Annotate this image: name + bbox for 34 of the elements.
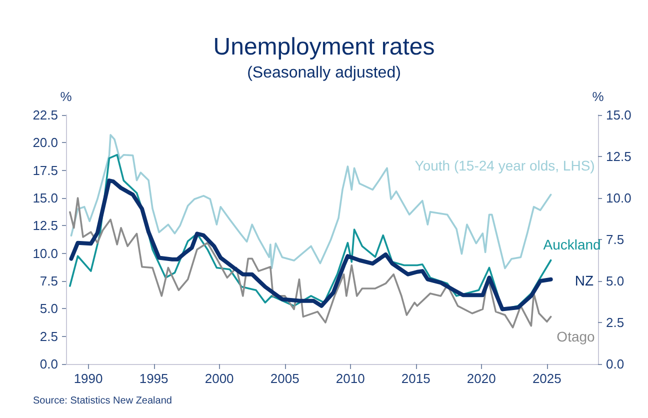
y-tick-label: 10.0 — [32, 246, 58, 261]
y-tick-label: 2.5 — [40, 328, 58, 344]
y-tick-label: 22.5 — [32, 108, 58, 122]
x-tick-label: 2025 — [532, 371, 562, 386]
y2-tick-label: 12.5 — [606, 149, 632, 164]
x-tick-label: 2000 — [204, 371, 234, 386]
y-tick-label: 20.0 — [32, 135, 58, 150]
y-tick-label: 12.5 — [32, 218, 58, 234]
x-tick-label: 1990 — [74, 371, 103, 386]
y-axis-title: % — [60, 89, 72, 104]
source-note: Source: Statistics New Zealand — [33, 396, 172, 406]
y-tick-label: 17.5 — [32, 162, 58, 178]
y2-tick-label: 7.5 — [606, 232, 624, 247]
chart-title: Unemployment rates — [213, 34, 435, 60]
y-tick-label: 5.0 — [40, 301, 58, 316]
y2-tick-label: 5.0 — [606, 274, 624, 288]
y2-tick-label: 10.0 — [606, 190, 632, 206]
y2-tick-label: 0.0 — [606, 356, 624, 372]
chart-subtitle: (Seasonally adjusted) — [247, 64, 401, 82]
x-tick-label: 2015 — [401, 371, 430, 386]
x-tick-label: 2005 — [270, 371, 300, 386]
x-tick-label: 2010 — [336, 371, 365, 386]
series-label: Otago — [556, 328, 596, 345]
y2-tick-label: 2.5 — [606, 315, 624, 330]
y-tick-label: 15.0 — [32, 190, 58, 206]
series-label: NZ — [574, 272, 594, 288]
x-tick-label: 1995 — [139, 371, 168, 386]
y-tick-label: 0.0 — [40, 356, 58, 372]
y2-tick-label: 15.0 — [606, 108, 632, 122]
series-label: Auckland — [543, 236, 601, 252]
y2-axis-title: % — [592, 89, 604, 104]
series-label: Youth (15-24 year olds, LHS) — [414, 158, 595, 174]
y-tick-label: 7.5 — [40, 274, 58, 288]
x-tick-label: 2020 — [466, 371, 496, 386]
